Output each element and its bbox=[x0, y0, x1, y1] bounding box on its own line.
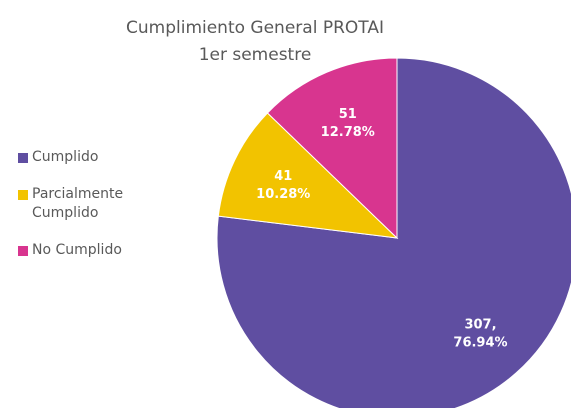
pie-slice bbox=[217, 112, 399, 239]
legend-item: Parcialmente Cumplido bbox=[18, 185, 158, 223]
legend-swatch bbox=[18, 190, 28, 200]
legend-swatch bbox=[18, 246, 28, 256]
legend-swatch bbox=[18, 153, 28, 163]
legend-item: Cumplido bbox=[18, 148, 158, 167]
chart-title: Cumplimiento General PROTAI bbox=[126, 18, 384, 38]
pie-slice bbox=[216, 57, 571, 408]
pie-slice bbox=[266, 57, 398, 240]
legend-label: Parcialmente Cumplido bbox=[32, 186, 124, 221]
legend: Cumplido Parcialmente Cumplido No Cumplido bbox=[18, 148, 158, 278]
percent-label: 76.94% bbox=[453, 335, 507, 350]
chart-subtitle: 1er semestre bbox=[199, 45, 312, 65]
data-label: 41 bbox=[274, 169, 292, 184]
legend-label: Cumplido bbox=[32, 149, 99, 165]
percent-label: 12.78% bbox=[321, 125, 375, 140]
percent-label: 10.28% bbox=[256, 187, 310, 202]
data-label: 307, bbox=[464, 317, 496, 332]
legend-label: No Cumplido bbox=[32, 242, 122, 258]
legend-item: No Cumplido bbox=[18, 241, 158, 260]
data-label: 51 bbox=[339, 107, 357, 122]
